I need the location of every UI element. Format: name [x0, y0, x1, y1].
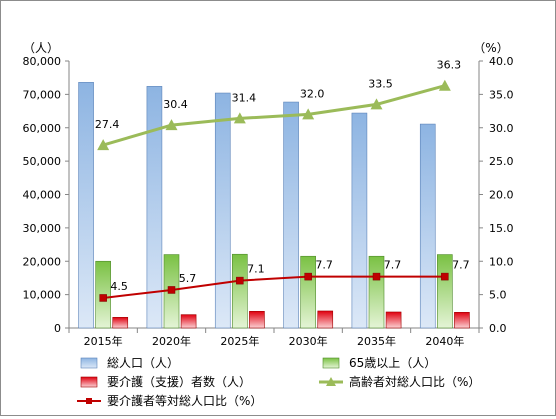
- marker-care-ratio: [441, 272, 449, 281]
- marker-elderly-ratio: [438, 79, 451, 91]
- bar-total-population: [283, 101, 299, 329]
- right-axis-tick-label: 25.0: [489, 155, 514, 168]
- marker-care-ratio: [236, 276, 244, 285]
- bar-care-needed: [317, 310, 334, 329]
- line-elderly-ratio: [102, 84, 446, 147]
- x-axis-tick-label: 2040年: [425, 334, 464, 348]
- right-axis-tick-label: 35.0: [489, 88, 514, 101]
- data-label-care-ratio: 7.7: [384, 259, 402, 272]
- data-label-elderly-ratio: 33.5: [368, 77, 393, 90]
- marker-care-ratio: [372, 272, 381, 281]
- marker-elderly-ratio: [97, 139, 110, 151]
- plot-area: 0 10,000 20,000 30,000 40,000 50,000 60,000 70,…: [23, 41, 514, 348]
- left-axis-unit: （人）: [23, 41, 59, 55]
- marker-elderly-ratio: [370, 98, 383, 110]
- data-label-elderly-ratio: 27.4: [95, 118, 120, 131]
- x-axis-tick-label: 2020年: [152, 334, 191, 348]
- right-axis-tick-label: 40.0: [489, 55, 514, 68]
- bar-total-population: [351, 112, 368, 329]
- marker-care-ratio: [167, 286, 176, 294]
- bar-age65plus: [300, 255, 316, 329]
- data-label-elderly-ratio: 32.0: [300, 87, 325, 100]
- bar-care-needed: [180, 314, 197, 329]
- right-axis-tick-label: 15.0: [489, 222, 514, 235]
- bar-age65plus: [232, 253, 248, 329]
- legend-label: 高齢者対総人口比（%）: [349, 374, 480, 389]
- legend-label: 65歳以上（人）: [349, 356, 436, 370]
- bar-age65plus: [437, 254, 453, 329]
- bar-care-needed: [249, 311, 265, 329]
- data-label-care-ratio: 7.1: [247, 263, 265, 276]
- right-axis-tick-label: 0.0: [489, 322, 507, 335]
- left-axis-tick-label: 60,000: [23, 122, 62, 135]
- bar-total-population: [146, 86, 163, 329]
- bar-care-needed: [454, 312, 470, 329]
- legend-swatch: [80, 357, 98, 369]
- marker-elderly-ratio: [233, 112, 246, 124]
- left-axis-tick-label: 50,000: [23, 155, 62, 168]
- legend-swatch: [80, 376, 98, 388]
- marker-care-ratio: [304, 272, 312, 281]
- right-axis-unit: （%）: [473, 41, 508, 55]
- x-axis-tick-label: 2015年: [84, 334, 123, 348]
- bar-total-population: [214, 92, 231, 329]
- data-label-care-ratio: 7.7: [452, 259, 470, 272]
- x-axis-tick-label: 2025年: [220, 334, 259, 348]
- marker-elderly-ratio: [302, 108, 315, 120]
- data-label-elderly-ratio: 30.4: [163, 98, 188, 111]
- right-axis-tick-label: 30.0: [489, 122, 514, 135]
- legend-marker: [326, 377, 336, 386]
- left-axis-tick-label: 70,000: [23, 88, 62, 101]
- left-axis-tick-label: 0: [54, 322, 61, 335]
- bar-total-population: [419, 123, 436, 329]
- line-care-ratio: [103, 275, 445, 299]
- bar-care-needed: [112, 317, 129, 329]
- data-label-care-ratio: 4.5: [110, 280, 128, 293]
- left-axis-tick-label: 20,000: [23, 255, 62, 268]
- legend: 総人口（人） 65歳以上（人） 要介護（支援）者数（人） 高齢者対総人口比（%） 要介護…: [77, 356, 480, 408]
- legend-label: 要介護（支援）者数（人）: [107, 374, 251, 389]
- left-axis-tick-label: 10,000: [23, 289, 62, 302]
- data-label-care-ratio: 5.7: [179, 272, 197, 285]
- left-axis-tick-label: 40,000: [23, 189, 62, 202]
- left-axis-tick-label: 30,000: [23, 222, 62, 235]
- bar-age65plus: [368, 255, 385, 329]
- legend-label: 要介護者等対総人口比（%）: [107, 393, 262, 408]
- x-axis-tick-label: 2030年: [289, 334, 328, 348]
- left-axis-tick-label: 80,000: [23, 55, 62, 68]
- right-axis-tick-label: 10.0: [489, 255, 514, 268]
- data-label-elderly-ratio: 31.4: [232, 91, 257, 104]
- right-axis-tick-label: 20.0: [489, 189, 514, 202]
- right-axis-tick-label: 5.0: [489, 289, 507, 302]
- bar-total-population: [78, 82, 94, 329]
- data-label-elderly-ratio: 36.3: [437, 59, 462, 72]
- legend-swatch: [322, 357, 340, 369]
- marker-elderly-ratio: [165, 119, 178, 131]
- x-axis-tick-label: 2035年: [357, 334, 396, 348]
- marker-care-ratio: [99, 294, 107, 302]
- bar-care-needed: [385, 311, 402, 329]
- legend-label: 総人口（人）: [107, 356, 179, 370]
- legend-marker: [86, 398, 92, 404]
- data-label-care-ratio: 7.7: [315, 259, 333, 272]
